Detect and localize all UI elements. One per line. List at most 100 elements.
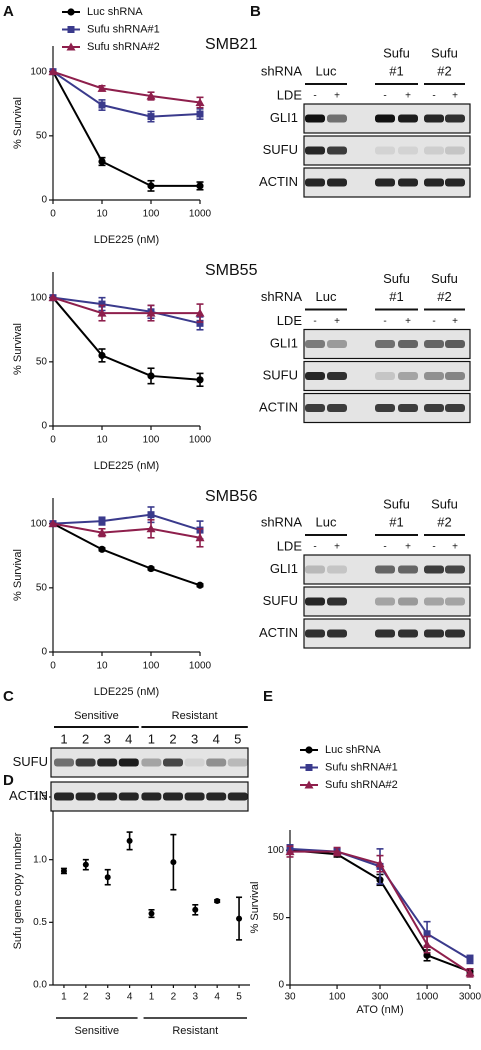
row-label: SUFU — [263, 367, 298, 382]
x-axis-label: LDE225 (nM) — [94, 686, 159, 698]
marker — [126, 837, 133, 844]
lane-label: 1 — [60, 731, 67, 746]
band — [398, 178, 418, 187]
x-tick-label: 0 — [50, 209, 56, 220]
group-label: Resistant — [172, 710, 218, 722]
chart-title: SMB56 — [205, 488, 258, 505]
treatment: - — [432, 542, 435, 553]
band — [305, 114, 325, 123]
band — [424, 340, 444, 348]
x-tick-label: 3000 — [459, 992, 481, 1003]
marker — [423, 951, 431, 959]
band — [227, 792, 248, 801]
band — [54, 758, 74, 767]
marker — [146, 308, 156, 317]
row-label: GLI1 — [270, 335, 298, 350]
marker — [97, 528, 107, 537]
marker — [375, 859, 385, 868]
x-tick-label: 1000 — [189, 661, 212, 672]
group-label: #2 — [437, 63, 451, 78]
marker — [147, 564, 155, 573]
x-tick-label: 2 — [171, 992, 177, 1003]
band — [184, 758, 205, 767]
band — [398, 404, 418, 412]
group-label: #2 — [437, 514, 451, 529]
marker — [67, 26, 75, 33]
y-tick-label: 100 — [30, 292, 47, 303]
y-tick-label: 50 — [36, 356, 48, 367]
marker — [423, 930, 431, 938]
group-label: Resistant — [172, 1025, 218, 1037]
y-tick-label: 1.5 — [33, 792, 47, 803]
y-tick-label: 50 — [273, 912, 285, 923]
row-label: GLI1 — [270, 561, 298, 576]
treatment: - — [383, 91, 386, 102]
lane-label: 4 — [125, 731, 132, 746]
shrna-label: shRNA — [261, 289, 303, 304]
band — [118, 792, 139, 801]
treatment: + — [452, 91, 458, 102]
treatment: - — [432, 91, 435, 102]
group-label: Luc — [316, 514, 337, 529]
series-line — [52, 522, 201, 587]
legend-label: Sufu shRNA#2 — [325, 779, 398, 791]
marker — [285, 847, 295, 856]
band — [327, 565, 347, 574]
marker — [98, 517, 106, 525]
legend-label: Luc shRNA — [87, 6, 143, 18]
band — [375, 146, 395, 155]
marker — [195, 97, 205, 106]
x-tick-label: 4 — [127, 992, 133, 1003]
row-label: ACTIN — [9, 788, 48, 803]
marker — [147, 511, 155, 519]
x-axis-label: ATO (nM) — [356, 1004, 403, 1016]
chart-title: SMB55 — [205, 262, 258, 279]
y-axis-label: % Survival — [12, 323, 24, 375]
x-tick-label: 1 — [149, 992, 155, 1003]
shrna-label: shRNA — [261, 63, 303, 78]
y-tick-label: 50 — [36, 582, 48, 593]
band — [445, 146, 465, 155]
band — [327, 114, 347, 123]
marker — [332, 847, 342, 856]
x-axis-label: LDE225 (nM) — [94, 460, 159, 472]
y-tick-label: 0 — [41, 195, 47, 206]
x-tick-label: 10 — [96, 209, 108, 220]
marker — [170, 859, 177, 866]
marker — [148, 910, 155, 917]
group-label: #1 — [389, 63, 403, 78]
treatment: + — [334, 542, 340, 553]
band — [445, 114, 465, 123]
band — [424, 146, 444, 155]
group-label: Sufu — [431, 271, 458, 286]
marker — [98, 101, 106, 109]
series-line — [52, 296, 200, 315]
marker — [48, 293, 58, 302]
band — [305, 372, 325, 380]
marker — [304, 780, 314, 789]
band — [206, 792, 227, 801]
marker — [422, 940, 432, 949]
y-tick-label: 100 — [30, 66, 47, 77]
series-line — [52, 296, 201, 325]
band — [445, 372, 465, 380]
chart-title: SMB21 — [205, 36, 258, 53]
band — [375, 114, 395, 123]
treatment: - — [383, 542, 386, 553]
y-tick-label: 0 — [41, 421, 47, 432]
marker — [465, 968, 475, 977]
marker — [196, 581, 204, 589]
band — [141, 758, 162, 767]
band — [305, 629, 325, 638]
marker — [104, 874, 111, 881]
band — [375, 629, 395, 638]
y-axis-label: % Survival — [249, 882, 261, 934]
marker — [195, 533, 205, 542]
band — [445, 404, 465, 412]
band — [118, 758, 139, 767]
row-label: SUFU — [263, 142, 298, 157]
band — [327, 178, 347, 187]
lane-label: 2 — [169, 731, 176, 746]
group-label: Sufu — [431, 496, 458, 511]
row-label: SUFU — [263, 593, 298, 608]
